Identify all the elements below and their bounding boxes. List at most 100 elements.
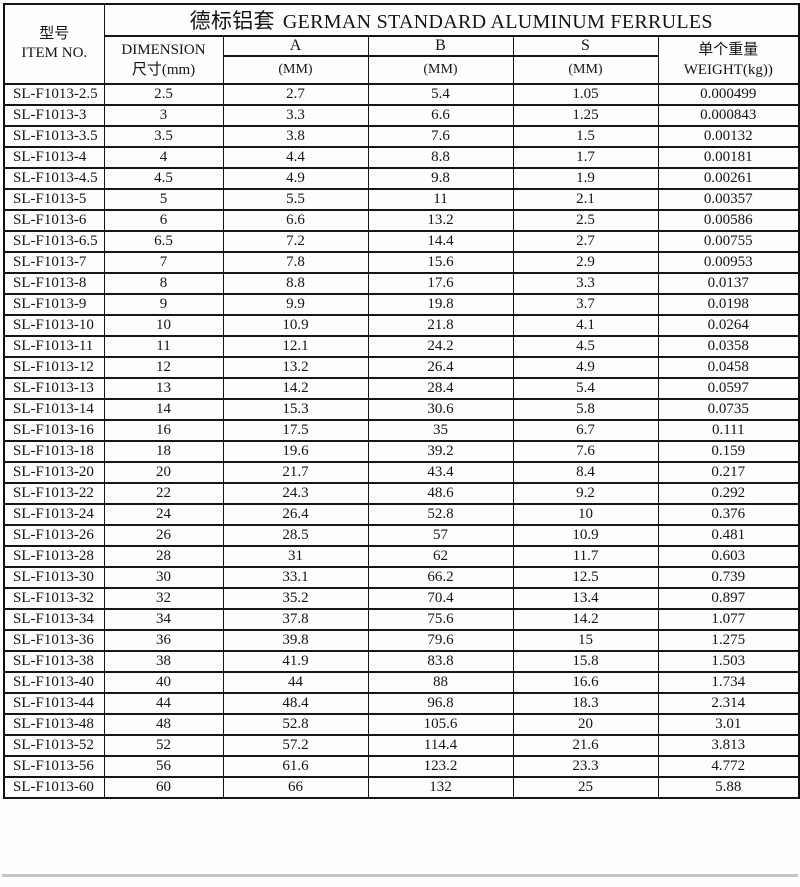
- cell-s: 8.4: [512, 461, 659, 484]
- header-col-a: A: [222, 35, 369, 57]
- cell-item-no: SL-F1013-9: [3, 293, 105, 316]
- cell-a: 21.7: [222, 461, 369, 484]
- cell-b: 70.4: [367, 587, 514, 610]
- cell-s: 1.05: [512, 83, 659, 106]
- cell-dimension: 30: [103, 566, 224, 589]
- cell-item-no: SL-F1013-24: [3, 503, 105, 526]
- cell-weight: 0.0458: [657, 356, 800, 379]
- cell-s: 4.1: [512, 314, 659, 337]
- cell-s: 25: [512, 776, 659, 799]
- cell-b: 15.6: [367, 251, 514, 274]
- cell-weight: 3.01: [657, 713, 800, 736]
- table-row: SL-F1013-40 40 44 88 16.6 1.734: [3, 671, 800, 694]
- ferrules-spec-table: 型号 ITEM NO. 德标铝套 GERMAN STANDARD ALUMINUM…: [3, 3, 800, 799]
- cell-b: 35: [367, 419, 514, 442]
- cell-a: 61.6: [222, 755, 369, 778]
- cell-weight: 0.00586: [657, 209, 800, 232]
- cell-item-no: SL-F1013-3.5: [3, 125, 105, 148]
- cell-item-no: SL-F1013-10: [3, 314, 105, 337]
- header-weight-en: WEIGHT(kg)): [683, 62, 773, 78]
- cell-a: 6.6: [222, 209, 369, 232]
- cell-dimension: 48: [103, 713, 224, 736]
- cell-b: 114.4: [367, 734, 514, 757]
- cell-s: 2.1: [512, 188, 659, 211]
- table-row: SL-F1013-22 22 24.3 48.6 9.2 0.292: [3, 482, 800, 505]
- cell-item-no: SL-F1013-6: [3, 209, 105, 232]
- header-dimension-line1: DIMENSION: [121, 42, 206, 58]
- cell-dimension: 6: [103, 209, 224, 232]
- table-row: SL-F1013-6 6 6.6 13.2 2.5 0.00586: [3, 209, 800, 232]
- cell-s: 6.7: [512, 419, 659, 442]
- scan-shadow: [2, 872, 798, 877]
- cell-b: 21.8: [367, 314, 514, 337]
- cell-a: 17.5: [222, 419, 369, 442]
- cell-b: 9.8: [367, 167, 514, 190]
- cell-dimension: 2.5: [103, 83, 224, 106]
- cell-b: 19.8: [367, 293, 514, 316]
- cell-a: 8.8: [222, 272, 369, 295]
- cell-a: 52.8: [222, 713, 369, 736]
- cell-s: 11.7: [512, 545, 659, 568]
- cell-weight: 1.734: [657, 671, 800, 694]
- cell-weight: 0.00755: [657, 230, 800, 253]
- cell-weight: 0.159: [657, 440, 800, 463]
- table-row: SL-F1013-4.5 4.5 4.9 9.8 1.9 0.00261: [3, 167, 800, 190]
- cell-a: 7.8: [222, 251, 369, 274]
- table-row: SL-F1013-14 14 15.3 30.6 5.8 0.0735: [3, 398, 800, 421]
- cell-item-no: SL-F1013-11: [3, 335, 105, 358]
- cell-b: 88: [367, 671, 514, 694]
- cell-item-no: SL-F1013-4: [3, 146, 105, 169]
- cell-s: 7.6: [512, 440, 659, 463]
- table-row: SL-F1013-12 12 13.2 26.4 4.9 0.0458: [3, 356, 800, 379]
- cell-item-no: SL-F1013-12: [3, 356, 105, 379]
- cell-b: 43.4: [367, 461, 514, 484]
- cell-weight: 4.772: [657, 755, 800, 778]
- cell-s: 2.7: [512, 230, 659, 253]
- cell-s: 10: [512, 503, 659, 526]
- cell-item-no: SL-F1013-5: [3, 188, 105, 211]
- cell-b: 11: [367, 188, 514, 211]
- cell-weight: 5.88: [657, 776, 800, 799]
- cell-item-no: SL-F1013-44: [3, 692, 105, 715]
- cell-a: 19.6: [222, 440, 369, 463]
- cell-b: 123.2: [367, 755, 514, 778]
- cell-b: 83.8: [367, 650, 514, 673]
- cell-a: 3.3: [222, 104, 369, 127]
- cell-weight: 0.00132: [657, 125, 800, 148]
- cell-b: 105.6: [367, 713, 514, 736]
- cell-weight: 0.481: [657, 524, 800, 547]
- header-col-s: S: [512, 35, 659, 57]
- cell-a: 28.5: [222, 524, 369, 547]
- cell-b: 7.6: [367, 125, 514, 148]
- cell-a: 24.3: [222, 482, 369, 505]
- cell-b: 6.6: [367, 104, 514, 127]
- cell-item-no: SL-F1013-8: [3, 272, 105, 295]
- cell-item-no: SL-F1013-22: [3, 482, 105, 505]
- cell-weight: 0.111: [657, 419, 800, 442]
- cell-s: 5.4: [512, 377, 659, 400]
- table-row: SL-F1013-4 4 4.4 8.8 1.7 0.00181: [3, 146, 800, 169]
- cell-b: 48.6: [367, 482, 514, 505]
- cell-s: 9.2: [512, 482, 659, 505]
- cell-weight: 1.077: [657, 608, 800, 631]
- cell-b: 39.2: [367, 440, 514, 463]
- cell-item-no: SL-F1013-18: [3, 440, 105, 463]
- cell-weight: 0.217: [657, 461, 800, 484]
- cell-s: 1.25: [512, 104, 659, 127]
- cell-a: 44: [222, 671, 369, 694]
- table-row: SL-F1013-48 48 52.8 105.6 20 3.01: [3, 713, 800, 736]
- cell-b: 28.4: [367, 377, 514, 400]
- cell-a: 33.1: [222, 566, 369, 589]
- table-row: SL-F1013-56 56 61.6 123.2 23.3 4.772: [3, 755, 800, 778]
- cell-item-no: SL-F1013-14: [3, 398, 105, 421]
- cell-dimension: 60: [103, 776, 224, 799]
- table-row: SL-F1013-28 28 31 62 11.7 0.603: [3, 545, 800, 568]
- cell-weight: 0.897: [657, 587, 800, 610]
- cell-item-no: SL-F1013-30: [3, 566, 105, 589]
- cell-weight: 0.0735: [657, 398, 800, 421]
- cell-b: 79.6: [367, 629, 514, 652]
- header-dimension: DIMENSION 尺寸(mm): [103, 35, 224, 85]
- cell-dimension: 38: [103, 650, 224, 673]
- cell-item-no: SL-F1013-52: [3, 734, 105, 757]
- cell-b: 14.4: [367, 230, 514, 253]
